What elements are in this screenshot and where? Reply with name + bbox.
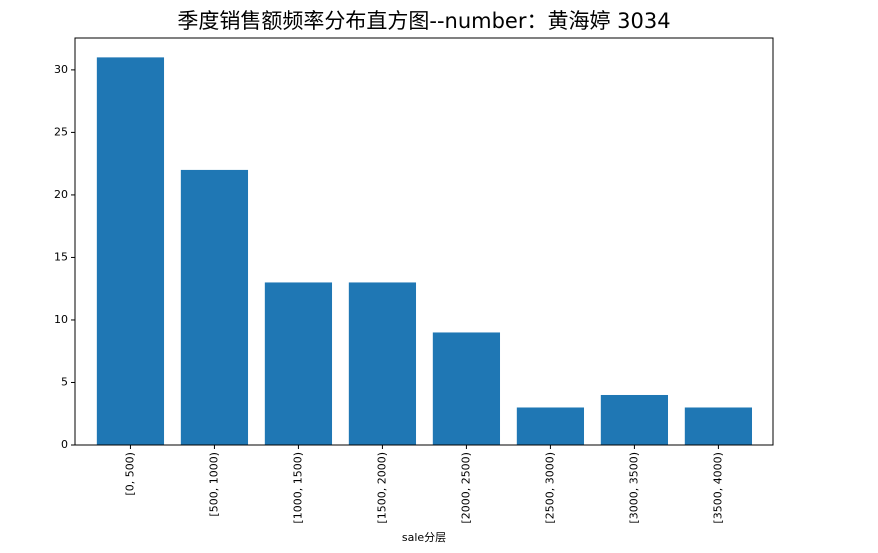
y-tick-label: 25 bbox=[54, 125, 68, 138]
plot-frame bbox=[74, 37, 774, 446]
y-tick-label: 10 bbox=[54, 313, 68, 326]
y-tick-label: 0 bbox=[61, 438, 68, 451]
y-tick-label: 30 bbox=[54, 63, 68, 76]
bar bbox=[516, 407, 585, 445]
chart-title: 季度销售额频率分布直方图--number：黄海婷 3034 bbox=[177, 9, 670, 33]
y-tick-label: 15 bbox=[54, 250, 68, 263]
bar bbox=[96, 57, 165, 445]
bar bbox=[348, 282, 417, 445]
x-tick-label: [0, 500) bbox=[123, 452, 136, 496]
bar bbox=[684, 407, 753, 445]
y-tick-label: 5 bbox=[61, 375, 68, 388]
x-tick-label: [2500, 3000) bbox=[543, 452, 556, 524]
bar bbox=[432, 332, 501, 445]
x-axis-label: sale分层 bbox=[402, 531, 446, 544]
x-tick-label: [2000, 2500) bbox=[459, 452, 472, 524]
y-tick-label: 20 bbox=[54, 188, 68, 201]
bar bbox=[264, 282, 333, 445]
x-tick-label: [500, 1000) bbox=[207, 452, 220, 517]
x-tick-label: [1500, 2000) bbox=[375, 452, 388, 524]
x-tick-label: [3000, 3500) bbox=[627, 452, 640, 524]
x-tick-label: [3500, 4000) bbox=[711, 452, 724, 524]
bar bbox=[180, 169, 249, 445]
x-tick-label: [1000, 1500) bbox=[291, 452, 304, 524]
bar bbox=[600, 394, 669, 445]
